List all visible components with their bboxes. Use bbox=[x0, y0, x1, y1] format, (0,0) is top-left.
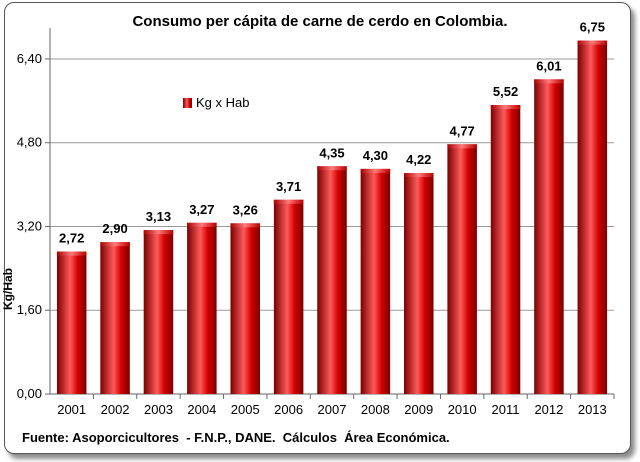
data-label-2013: 6,75 bbox=[580, 20, 605, 35]
x-tick-label-2001: 2001 bbox=[57, 402, 86, 417]
data-labels: 2,72 2,90 3,13 3,27 3,26 3,71 4,35 4,30 4,22 4,77… bbox=[59, 20, 605, 246]
bar-top-2009 bbox=[404, 173, 434, 178]
data-label-2010: 4,77 bbox=[449, 123, 474, 138]
y-tick-label: 6,40 bbox=[17, 51, 42, 66]
bar-top-2011 bbox=[490, 105, 521, 110]
bar-top-2012 bbox=[534, 79, 564, 84]
bar-top-2004 bbox=[187, 222, 217, 227]
source-note: Fuente: Asoporcicultores - F.N.P., DANE.… bbox=[22, 430, 450, 445]
bar-top-2002 bbox=[100, 242, 130, 247]
bars bbox=[56, 40, 608, 394]
y-tick-label: 1,60 bbox=[17, 302, 42, 317]
legend: Kg x Hab bbox=[183, 95, 249, 110]
bar-2004 bbox=[187, 222, 217, 394]
y-tick-label: 0,00 bbox=[17, 386, 42, 401]
bar-2001 bbox=[56, 251, 87, 394]
x-tick-label-2011: 2011 bbox=[492, 402, 520, 417]
x-tick-label-2010: 2010 bbox=[448, 402, 477, 417]
bar-2007 bbox=[317, 166, 347, 394]
legend-swatch bbox=[183, 98, 192, 108]
bar-2002 bbox=[100, 242, 130, 394]
bar-2006 bbox=[273, 199, 304, 394]
bar-top-2007 bbox=[317, 166, 347, 171]
data-label-2008: 4,30 bbox=[363, 148, 388, 163]
bar-2011 bbox=[490, 105, 521, 394]
bar-top-2003 bbox=[143, 230, 174, 235]
bar-top-2013 bbox=[577, 40, 608, 45]
x-tick-label-2008: 2008 bbox=[361, 402, 390, 417]
data-label-2003: 3,13 bbox=[146, 209, 171, 224]
bar-2003 bbox=[143, 230, 174, 394]
y-tick-label: 3,20 bbox=[17, 218, 42, 233]
x-tick-label-2013: 2013 bbox=[578, 402, 607, 417]
bar-2008 bbox=[360, 168, 391, 394]
data-label-2007: 4,35 bbox=[319, 145, 344, 160]
bar-top-2010 bbox=[447, 144, 477, 149]
x-tick-label-2012: 2012 bbox=[534, 402, 563, 417]
bar-2013 bbox=[577, 40, 608, 394]
data-label-2001: 2,72 bbox=[59, 231, 84, 246]
data-label-2012: 6,01 bbox=[536, 58, 561, 73]
y-tick-label: 4,80 bbox=[17, 135, 42, 150]
data-label-2004: 3,27 bbox=[189, 202, 214, 217]
bar-2005 bbox=[230, 223, 260, 394]
bar-2012 bbox=[534, 79, 564, 394]
data-label-2009: 4,22 bbox=[406, 152, 431, 167]
bar-top-2005 bbox=[230, 223, 260, 228]
data-label-2011: 5,52 bbox=[493, 84, 518, 99]
bar-top-2008 bbox=[360, 168, 391, 173]
bar-2009 bbox=[404, 173, 434, 394]
x-tick-label-2007: 2007 bbox=[318, 402, 347, 417]
x-tick-label-2002: 2002 bbox=[101, 402, 130, 417]
tick-labels: 0,00 1,60 3,20 4,80 6,40 2001 2002 2003 2004 2005… bbox=[17, 51, 607, 417]
x-tick-label-2005: 2005 bbox=[231, 402, 260, 417]
x-tick-label-2003: 2003 bbox=[144, 402, 173, 417]
bar-top-2001 bbox=[56, 251, 87, 256]
x-tick-label-2009: 2009 bbox=[404, 402, 433, 417]
legend-label: Kg x Hab bbox=[196, 95, 249, 110]
data-label-2006: 3,71 bbox=[276, 179, 301, 194]
data-label-2002: 2,90 bbox=[102, 221, 127, 236]
data-label-2005: 3,26 bbox=[233, 202, 258, 217]
x-tick-label-2006: 2006 bbox=[274, 402, 303, 417]
chart-title: Consumo per cápita de carne de cerdo en … bbox=[132, 13, 508, 30]
bar-2010 bbox=[447, 144, 477, 394]
x-tick-label-2004: 2004 bbox=[187, 402, 216, 417]
bar-top-2006 bbox=[273, 199, 304, 204]
